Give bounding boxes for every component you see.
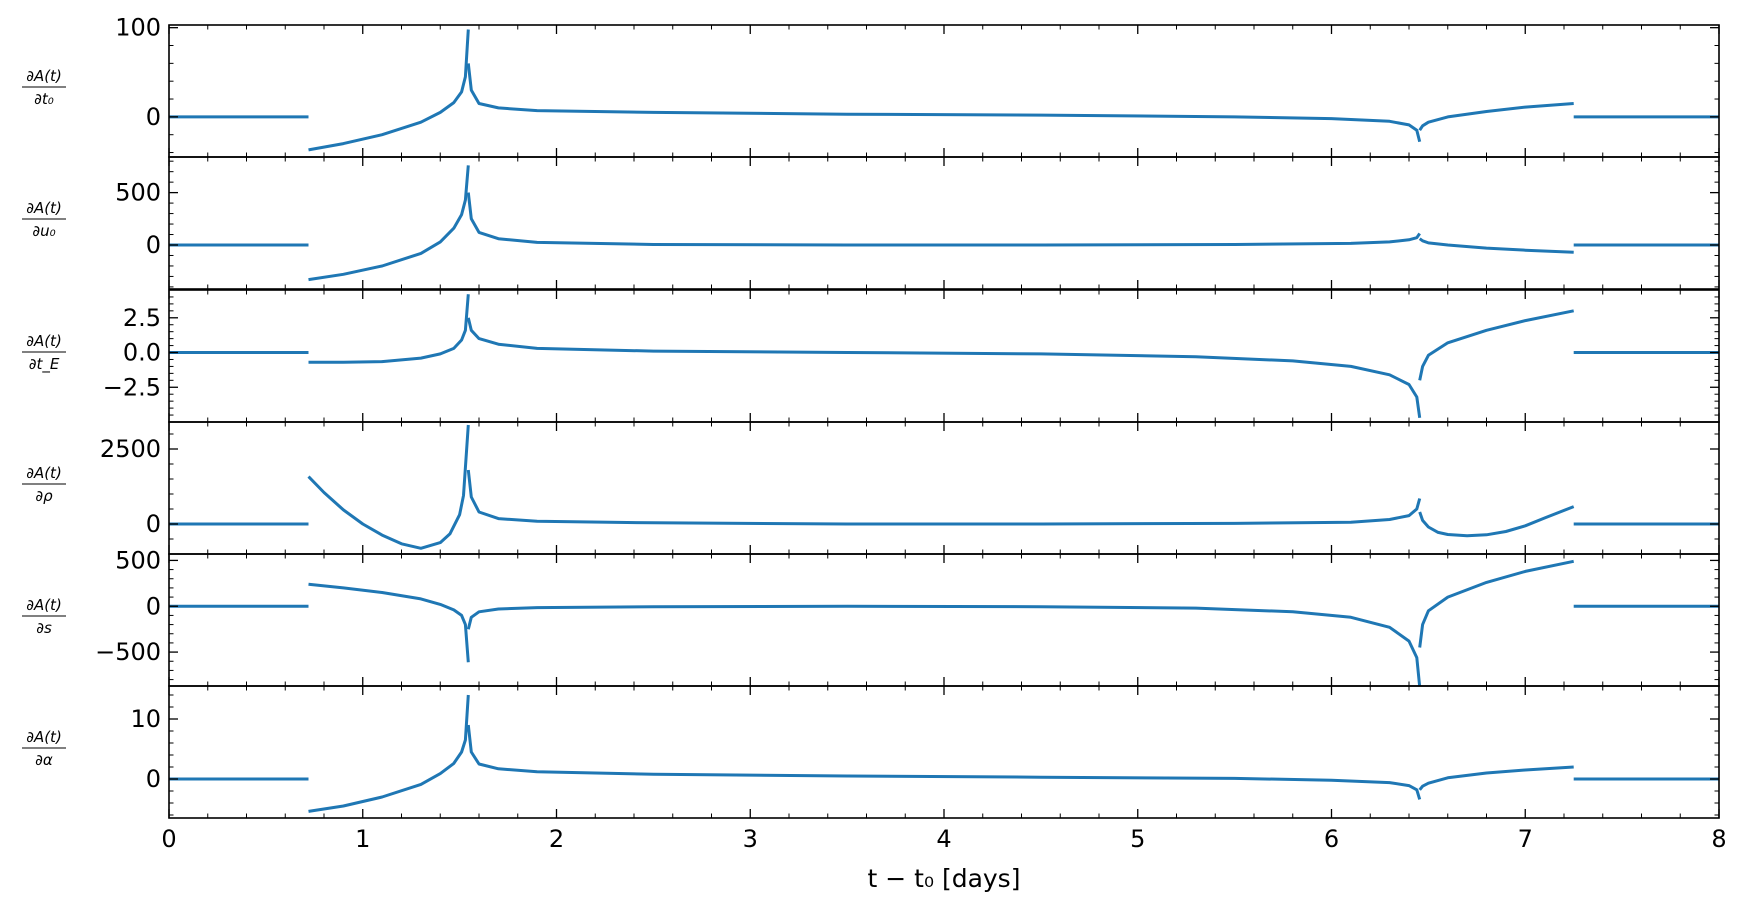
panel-5-frame xyxy=(168,553,1720,687)
x-tick-label: 5 xyxy=(1130,825,1145,853)
panel-5-series-segment-3 xyxy=(466,604,1422,686)
panel-1-ylabel-numerator: ∂A(t) xyxy=(26,67,62,85)
panel-2-series-segment-3 xyxy=(466,192,1421,247)
panel-1-y-tick-label: 100 xyxy=(115,14,161,42)
x-tick-label: 6 xyxy=(1324,825,1339,853)
panel-2-frame xyxy=(168,156,1720,290)
x-tick-label: 4 xyxy=(936,825,951,853)
panel-3-ylabel-denominator: ∂t_E xyxy=(29,355,60,374)
panel-6-frame xyxy=(168,685,1720,819)
panel-2-series-segment-2 xyxy=(308,165,470,282)
panel-6-y-tick-label: 10 xyxy=(130,705,161,733)
panel-6-ylabel-denominator: ∂α xyxy=(35,751,53,769)
panel-2-ylabel-denominator: ∂u₀ xyxy=(32,222,55,240)
panel-3-ylabel-numerator: ∂A(t) xyxy=(26,332,62,350)
panel-4-series-segment-3 xyxy=(466,469,1422,526)
panel-1-series-segment-2 xyxy=(308,29,470,152)
panel-2-ylabel-numerator: ∂A(t) xyxy=(26,199,62,217)
x-tick-label: 1 xyxy=(355,825,370,853)
panel-3-series-segment-2 xyxy=(308,294,470,364)
panel-6-ylabel-numerator: ∂A(t) xyxy=(26,728,62,746)
panel-1-frame xyxy=(168,24,1720,158)
x-tick-label: 2 xyxy=(549,825,564,853)
panel-1-series-segment-3 xyxy=(466,63,1422,143)
panel-5-ylabel-numerator: ∂A(t) xyxy=(26,596,62,614)
x-tick-label: 0 xyxy=(161,825,176,853)
x-axis-label: t − t₀ [days] xyxy=(868,864,1021,893)
panel-3-series-segment-4 xyxy=(1418,309,1574,381)
panel-3-series-segment-3 xyxy=(466,317,1422,419)
panel-2-series-segment-4 xyxy=(1418,237,1574,254)
panel-3-frame xyxy=(168,289,1720,423)
x-tick-label: 7 xyxy=(1518,825,1533,853)
panel-6-y-tick-label: 0 xyxy=(146,765,161,793)
panel-4-series-segment-2 xyxy=(307,424,470,550)
panel-5-y-tick-label: 500 xyxy=(115,546,161,574)
panel-6-series-segment-3 xyxy=(466,724,1422,800)
panel-4-ylabel-numerator: ∂A(t) xyxy=(26,464,62,482)
panel-2-y-tick-label: 500 xyxy=(115,179,161,207)
panel-1-ylabel-denominator: ∂t₀ xyxy=(34,90,54,108)
x-tick-label: 8 xyxy=(1711,825,1726,853)
panel-4-y-tick-label: 0 xyxy=(146,510,161,538)
panel-4-y-tick-label: 2500 xyxy=(100,435,161,463)
panel-3-y-tick-label: 2.5 xyxy=(123,304,161,332)
panel-5-series-segment-2 xyxy=(308,582,470,663)
panel-3-y-tick-label: 0.0 xyxy=(123,339,161,367)
x-tick-label: 3 xyxy=(743,825,758,853)
panel-3-y-tick-label: −2.5 xyxy=(103,373,161,401)
panel-4-series-segment-4 xyxy=(1418,505,1575,538)
panel-6-series-segment-2 xyxy=(308,694,470,813)
panel-2-y-tick-label: 0 xyxy=(146,231,161,259)
panel-5-y-tick-label: −500 xyxy=(95,638,161,666)
panel-5-ylabel-denominator: ∂s xyxy=(36,619,52,637)
panel-4-ylabel-denominator: ∂ρ xyxy=(35,487,53,505)
panel-5-y-tick-label: 0 xyxy=(146,592,161,620)
panel-1-series-segment-4 xyxy=(1418,102,1574,132)
panel-5-series-segment-4 xyxy=(1418,559,1575,648)
panel-1-y-tick-label: 0 xyxy=(146,103,161,131)
panel-6-series-segment-4 xyxy=(1418,765,1574,791)
